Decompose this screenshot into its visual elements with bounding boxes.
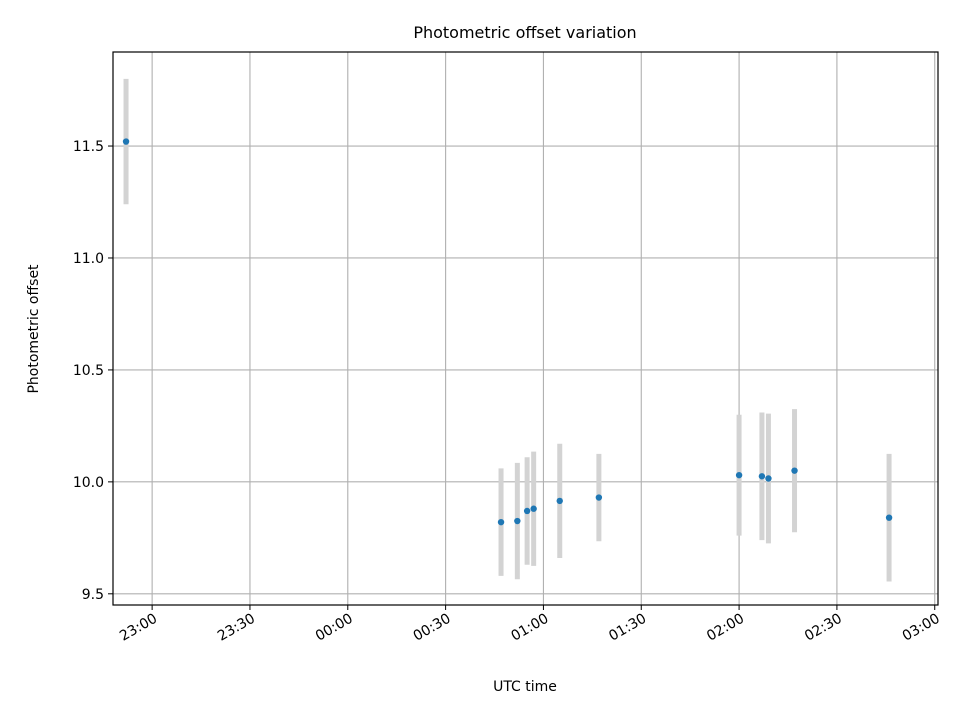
grid [113, 52, 938, 605]
x-tick-label: 00:00 [313, 611, 356, 645]
y-axis-ticks: 9.5 10.0 10.5 11.0 11.5 [73, 139, 113, 603]
data-point [791, 467, 798, 474]
y-axis-label: Photometric offset [26, 264, 42, 394]
plot-area-frame [112, 51, 939, 606]
x-tick-label: 02:30 [802, 611, 845, 645]
data-point [122, 138, 130, 145]
data-point [758, 473, 766, 480]
x-tick-label: 00:30 [411, 611, 454, 645]
y-tick-label: 10.5 [73, 363, 104, 379]
x-tick-label: 03:00 [900, 611, 943, 645]
y-tick-label: 9.5 [82, 587, 104, 603]
y-tick-label: 11.5 [73, 139, 104, 155]
error-bars [123, 78, 892, 582]
x-tick-label: 02:00 [704, 611, 747, 645]
data-point [595, 494, 603, 501]
x-axis-label: UTC time [493, 679, 557, 695]
data-point [735, 471, 743, 479]
x-axis-ticks: 23:00 23:30 00:00 00:30 01:00 01:30 02:00 02:30… [117, 605, 943, 645]
y-tick-label: 11.0 [73, 251, 104, 267]
x-tick-label: 01:30 [606, 611, 649, 645]
y-tick-label: 10.0 [73, 475, 104, 491]
chart-title: Photometric offset variation [413, 23, 636, 42]
data-points [122, 138, 893, 526]
x-tick-label: 01:00 [508, 611, 551, 645]
data-point [885, 514, 893, 521]
data-point [523, 507, 531, 515]
data-point [514, 517, 521, 525]
data-point [765, 475, 772, 482]
x-tick-label: 23:30 [215, 611, 258, 645]
data-point [530, 505, 537, 512]
data-point [556, 497, 563, 505]
data-point [497, 518, 505, 526]
x-tick-label: 23:00 [117, 611, 160, 645]
